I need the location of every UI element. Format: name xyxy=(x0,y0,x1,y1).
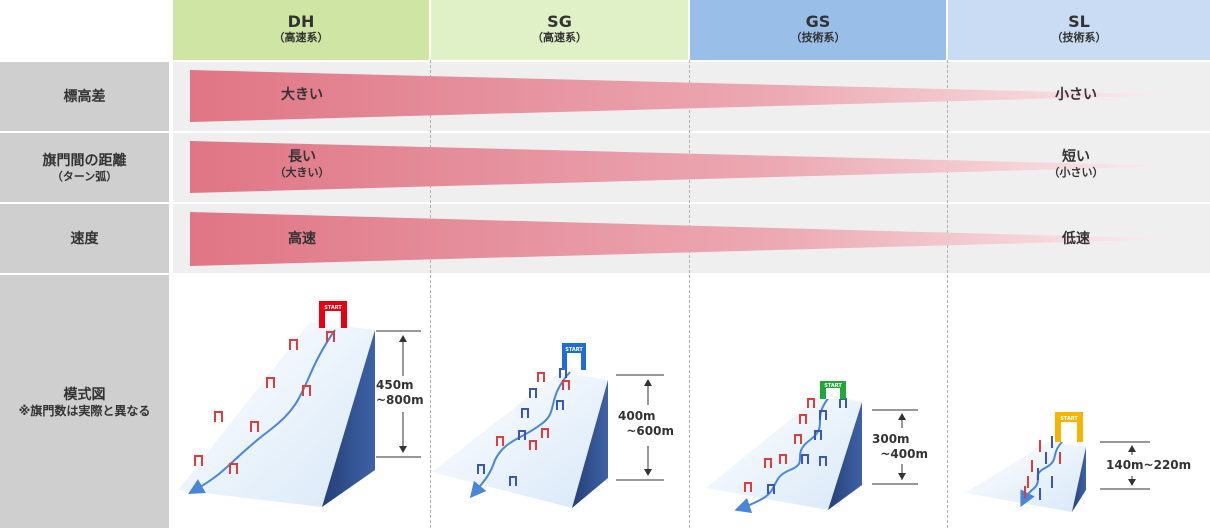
elevation-right-text: 小さい xyxy=(1036,87,1116,104)
sl-gates xyxy=(1024,436,1061,500)
row-label-text: 標高差 xyxy=(63,88,106,105)
row-label-text: 旗門間の距離 xyxy=(42,152,127,169)
sg-gates xyxy=(477,368,570,486)
sl-height-label: 140m~220m xyxy=(1106,458,1192,472)
row-label-note: ※旗門数は実際と異なる xyxy=(18,403,151,418)
sl-slope: START xyxy=(965,412,1086,512)
start-gate xyxy=(562,343,586,370)
column-divider xyxy=(947,60,948,528)
header-type: （技術系） xyxy=(1051,31,1107,44)
header-code: SG xyxy=(547,12,572,31)
dh-height-label: 450m ~800m xyxy=(376,378,424,407)
wedge-elevation xyxy=(190,70,1180,122)
header-code: DH xyxy=(287,12,315,31)
start-label: START xyxy=(324,305,342,311)
header-sl: SL （技術系） xyxy=(948,0,1210,60)
course-line xyxy=(188,329,336,494)
gate-distance-right-text: 短い （小さい） xyxy=(1036,149,1116,180)
height-indicators xyxy=(376,330,1150,490)
wedge-speed xyxy=(190,212,1180,266)
start-gate xyxy=(820,381,846,399)
wedge-gate-distance xyxy=(190,141,1180,193)
gs-gates xyxy=(744,398,847,494)
dh-slope: START xyxy=(178,301,375,507)
text-main: 大きい xyxy=(281,87,323,103)
text-sub: （大きい） xyxy=(274,166,330,179)
dh-gates xyxy=(194,331,335,474)
start-gate xyxy=(1055,412,1083,442)
header-code: GS xyxy=(805,12,831,31)
start-gate xyxy=(319,301,347,328)
row-label-text: 模式図 xyxy=(63,386,106,403)
start-label: START xyxy=(1060,416,1078,422)
course-line xyxy=(734,395,831,514)
text-main: 短い xyxy=(1062,149,1090,165)
row-label-elevation: 標高差 xyxy=(0,62,169,131)
text-sub: （小さい） xyxy=(1048,166,1104,179)
text-main: 長い xyxy=(288,149,316,165)
text-main: 小さい xyxy=(1055,87,1097,103)
row-label-diagram: 模式図 ※旗門数は実際と異なる xyxy=(0,275,169,528)
text-main: 低速 xyxy=(1062,231,1090,247)
row-label-speed: 速度 xyxy=(0,204,169,273)
start-label: START xyxy=(824,383,842,389)
column-divider xyxy=(430,60,431,528)
speed-right-text: 低速 xyxy=(1036,231,1116,248)
sg-slope: START xyxy=(432,343,608,508)
gs-height-label: 300m ~400m xyxy=(872,432,928,461)
column-divider xyxy=(689,60,690,528)
speed-left-text: 高速 xyxy=(262,231,342,248)
elevation-left-text: 大きい xyxy=(262,87,342,104)
gs-slope: START xyxy=(706,381,862,514)
header-type: （高速系） xyxy=(273,31,329,44)
header-type: （技術系） xyxy=(790,31,846,44)
row-label-gate-distance: 旗門間の距離 （ターン弧） xyxy=(0,133,169,202)
gate-distance-left-text: 長い （大きい） xyxy=(262,149,342,180)
header-dh: DH （高速系） xyxy=(173,0,429,60)
row-label-subtext: （ターン弧） xyxy=(51,169,118,183)
start-label: START xyxy=(565,347,583,353)
sg-height-label: 400m ~600m xyxy=(618,409,674,438)
header-code: SL xyxy=(1068,12,1090,31)
row-label-text: 速度 xyxy=(70,230,99,247)
text-main: 高速 xyxy=(288,231,316,247)
course-line xyxy=(469,371,571,499)
header-sg: SG （高速系） xyxy=(431,0,688,60)
header-type: （高速系） xyxy=(532,31,587,44)
header-gs: GS （技術系） xyxy=(690,0,946,60)
